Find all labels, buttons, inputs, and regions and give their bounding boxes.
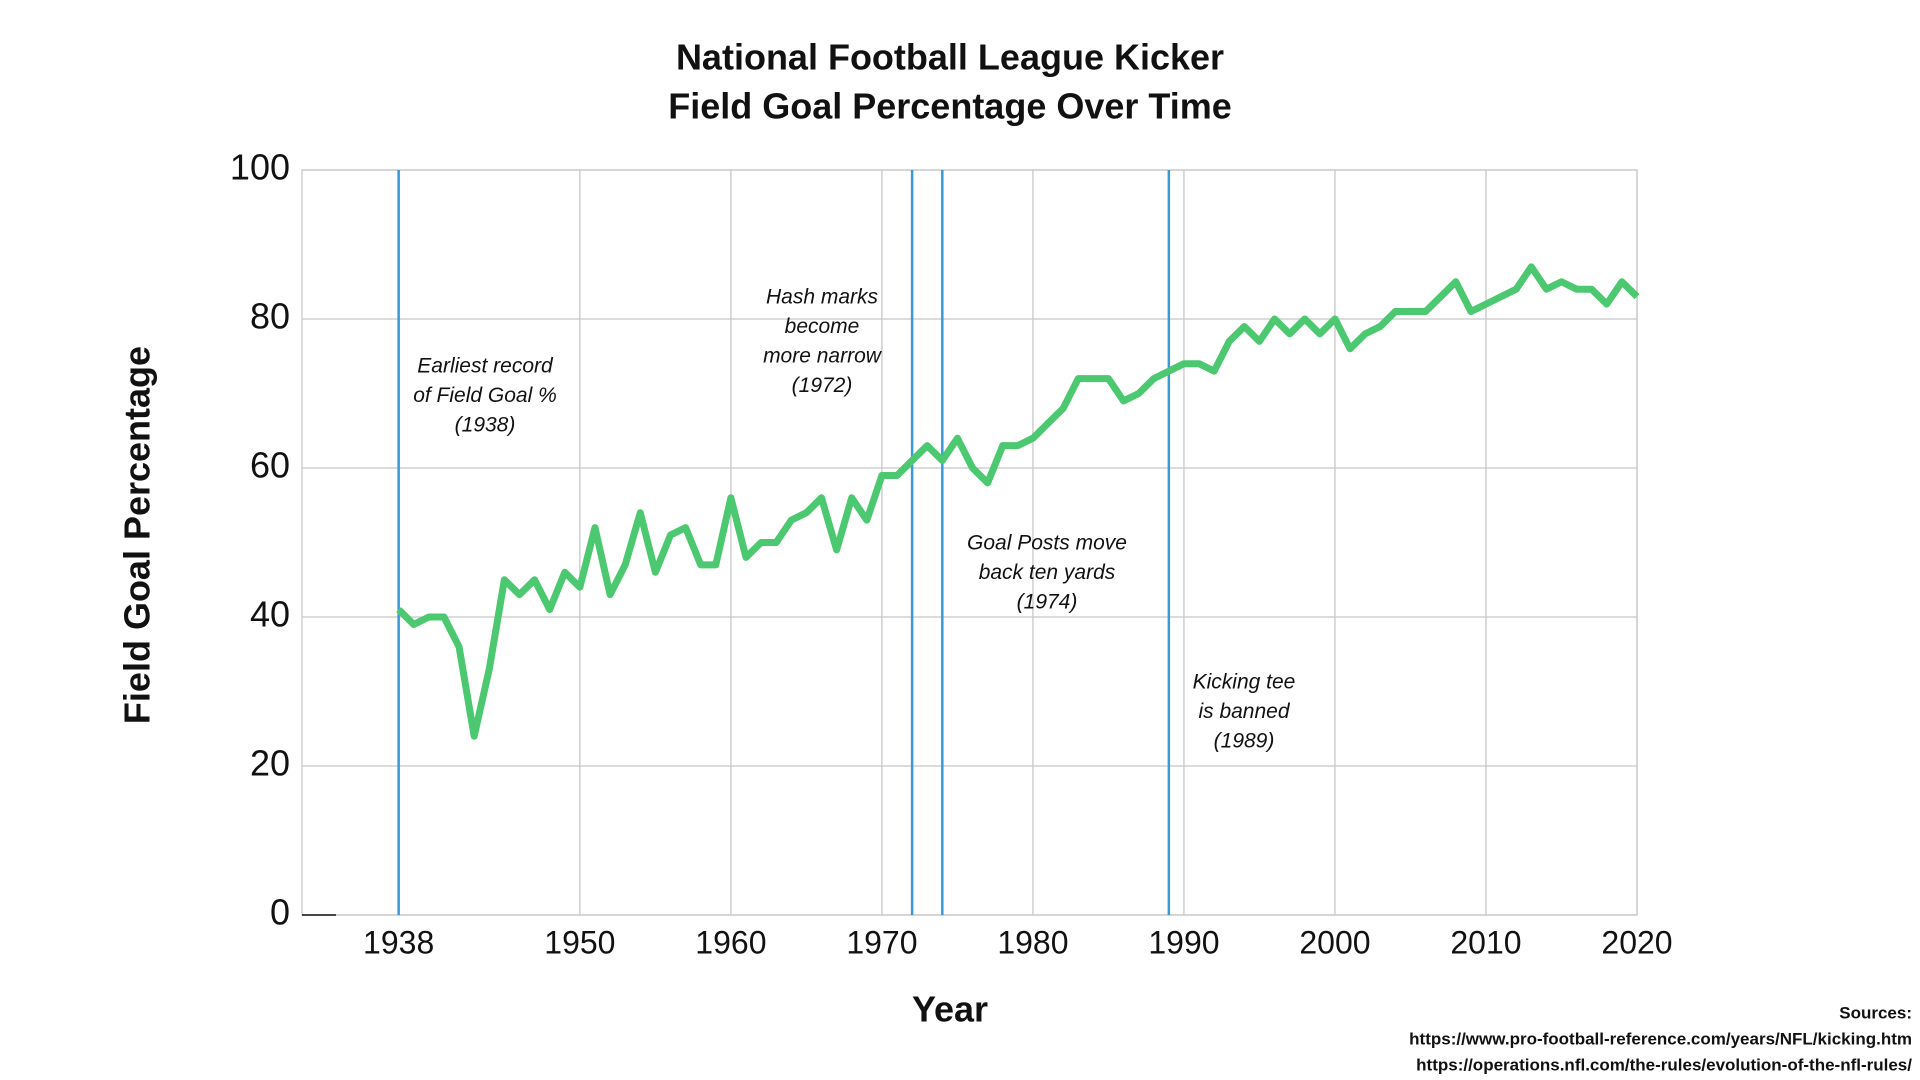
y-tick-label: 0	[270, 892, 290, 933]
x-tick-label: 1970	[846, 924, 917, 960]
annotation: Earliest record	[417, 355, 554, 378]
y-tick-label: 80	[250, 296, 290, 337]
source-text: Sources:	[1839, 1003, 1912, 1022]
annotation: Kicking tee	[1193, 671, 1296, 694]
source-text: https://operations.nfl.com/the-rules/evo…	[1416, 1055, 1912, 1074]
x-tick-label: 1938	[363, 924, 434, 960]
y-tick-label: 100	[230, 147, 290, 188]
annotation: (1974)	[1017, 591, 1078, 614]
x-axis-label: Year	[912, 989, 988, 1030]
annotation: Hash marks	[766, 286, 879, 309]
annotation: back ten yards	[979, 561, 1116, 584]
annotation: (1938)	[455, 414, 516, 437]
chart-title: Field Goal Percentage Over Time	[668, 86, 1232, 127]
x-tick-label: 2020	[1601, 924, 1672, 960]
y-tick-label: 40	[250, 594, 290, 635]
annotation: (1989)	[1214, 730, 1275, 753]
annotation: of Field Goal %	[413, 384, 557, 407]
chart-title: National Football League Kicker	[676, 37, 1224, 78]
data-line	[396, 263, 1640, 740]
annotation: Goal Posts move	[967, 532, 1127, 555]
y-tick-label: 20	[250, 743, 290, 784]
annotation: (1972)	[792, 374, 853, 397]
x-tick-label: 1990	[1148, 924, 1219, 960]
x-tick-label: 1980	[997, 924, 1068, 960]
y-axis-label: Field Goal Percentage	[117, 346, 158, 724]
y-tick-label: 60	[250, 445, 290, 486]
source-text: https://www.pro-football-reference.com/y…	[1409, 1029, 1912, 1048]
x-tick-label: 1950	[544, 924, 615, 960]
x-tick-label: 1960	[695, 924, 766, 960]
annotation: become	[785, 315, 860, 338]
x-tick-label: 2000	[1299, 924, 1370, 960]
annotation: is banned	[1198, 700, 1290, 723]
annotation: more narrow	[763, 345, 883, 368]
x-tick-label: 2010	[1450, 924, 1521, 960]
